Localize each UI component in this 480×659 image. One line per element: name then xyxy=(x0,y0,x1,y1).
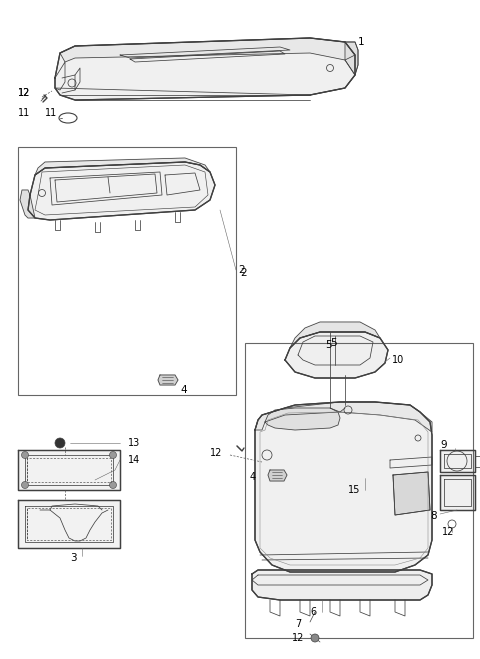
Circle shape xyxy=(22,451,28,459)
Circle shape xyxy=(55,438,65,448)
Polygon shape xyxy=(60,38,355,62)
Text: 5: 5 xyxy=(325,340,332,350)
Circle shape xyxy=(311,634,319,642)
Polygon shape xyxy=(18,500,120,548)
Text: 7: 7 xyxy=(295,619,301,629)
Circle shape xyxy=(22,482,28,488)
Text: 9: 9 xyxy=(440,440,446,450)
Text: 4: 4 xyxy=(180,385,187,395)
Text: 11: 11 xyxy=(18,108,30,118)
Polygon shape xyxy=(18,450,120,490)
Polygon shape xyxy=(345,42,358,75)
Polygon shape xyxy=(28,162,215,220)
Text: 12: 12 xyxy=(292,633,304,643)
Polygon shape xyxy=(285,332,388,378)
Polygon shape xyxy=(252,570,432,600)
Polygon shape xyxy=(268,470,287,481)
Bar xyxy=(245,343,473,638)
Text: 12: 12 xyxy=(18,88,30,98)
Text: 1: 1 xyxy=(358,37,365,47)
Polygon shape xyxy=(290,322,380,348)
Text: 12: 12 xyxy=(442,527,455,537)
Text: 5: 5 xyxy=(330,338,336,348)
Polygon shape xyxy=(55,38,355,100)
Text: 6: 6 xyxy=(310,607,316,617)
Text: 12: 12 xyxy=(18,88,30,98)
Text: 11: 11 xyxy=(45,108,57,118)
Text: 4: 4 xyxy=(250,472,256,482)
Polygon shape xyxy=(255,402,432,432)
Text: 8: 8 xyxy=(430,511,437,521)
Text: 12: 12 xyxy=(210,448,222,458)
Text: 13: 13 xyxy=(128,438,140,448)
Bar xyxy=(18,147,236,395)
Circle shape xyxy=(109,482,117,488)
Polygon shape xyxy=(255,402,432,572)
Text: 3: 3 xyxy=(70,553,77,563)
Polygon shape xyxy=(20,190,35,218)
Polygon shape xyxy=(393,472,430,515)
Text: 15: 15 xyxy=(348,485,360,495)
Text: 10: 10 xyxy=(392,355,404,365)
Polygon shape xyxy=(440,450,475,472)
Text: 14: 14 xyxy=(128,455,140,465)
Text: 2: 2 xyxy=(240,268,247,278)
Polygon shape xyxy=(158,375,178,385)
Polygon shape xyxy=(265,408,340,430)
Polygon shape xyxy=(440,475,475,510)
Circle shape xyxy=(109,451,117,459)
Text: 2: 2 xyxy=(238,265,245,275)
Polygon shape xyxy=(35,158,210,175)
